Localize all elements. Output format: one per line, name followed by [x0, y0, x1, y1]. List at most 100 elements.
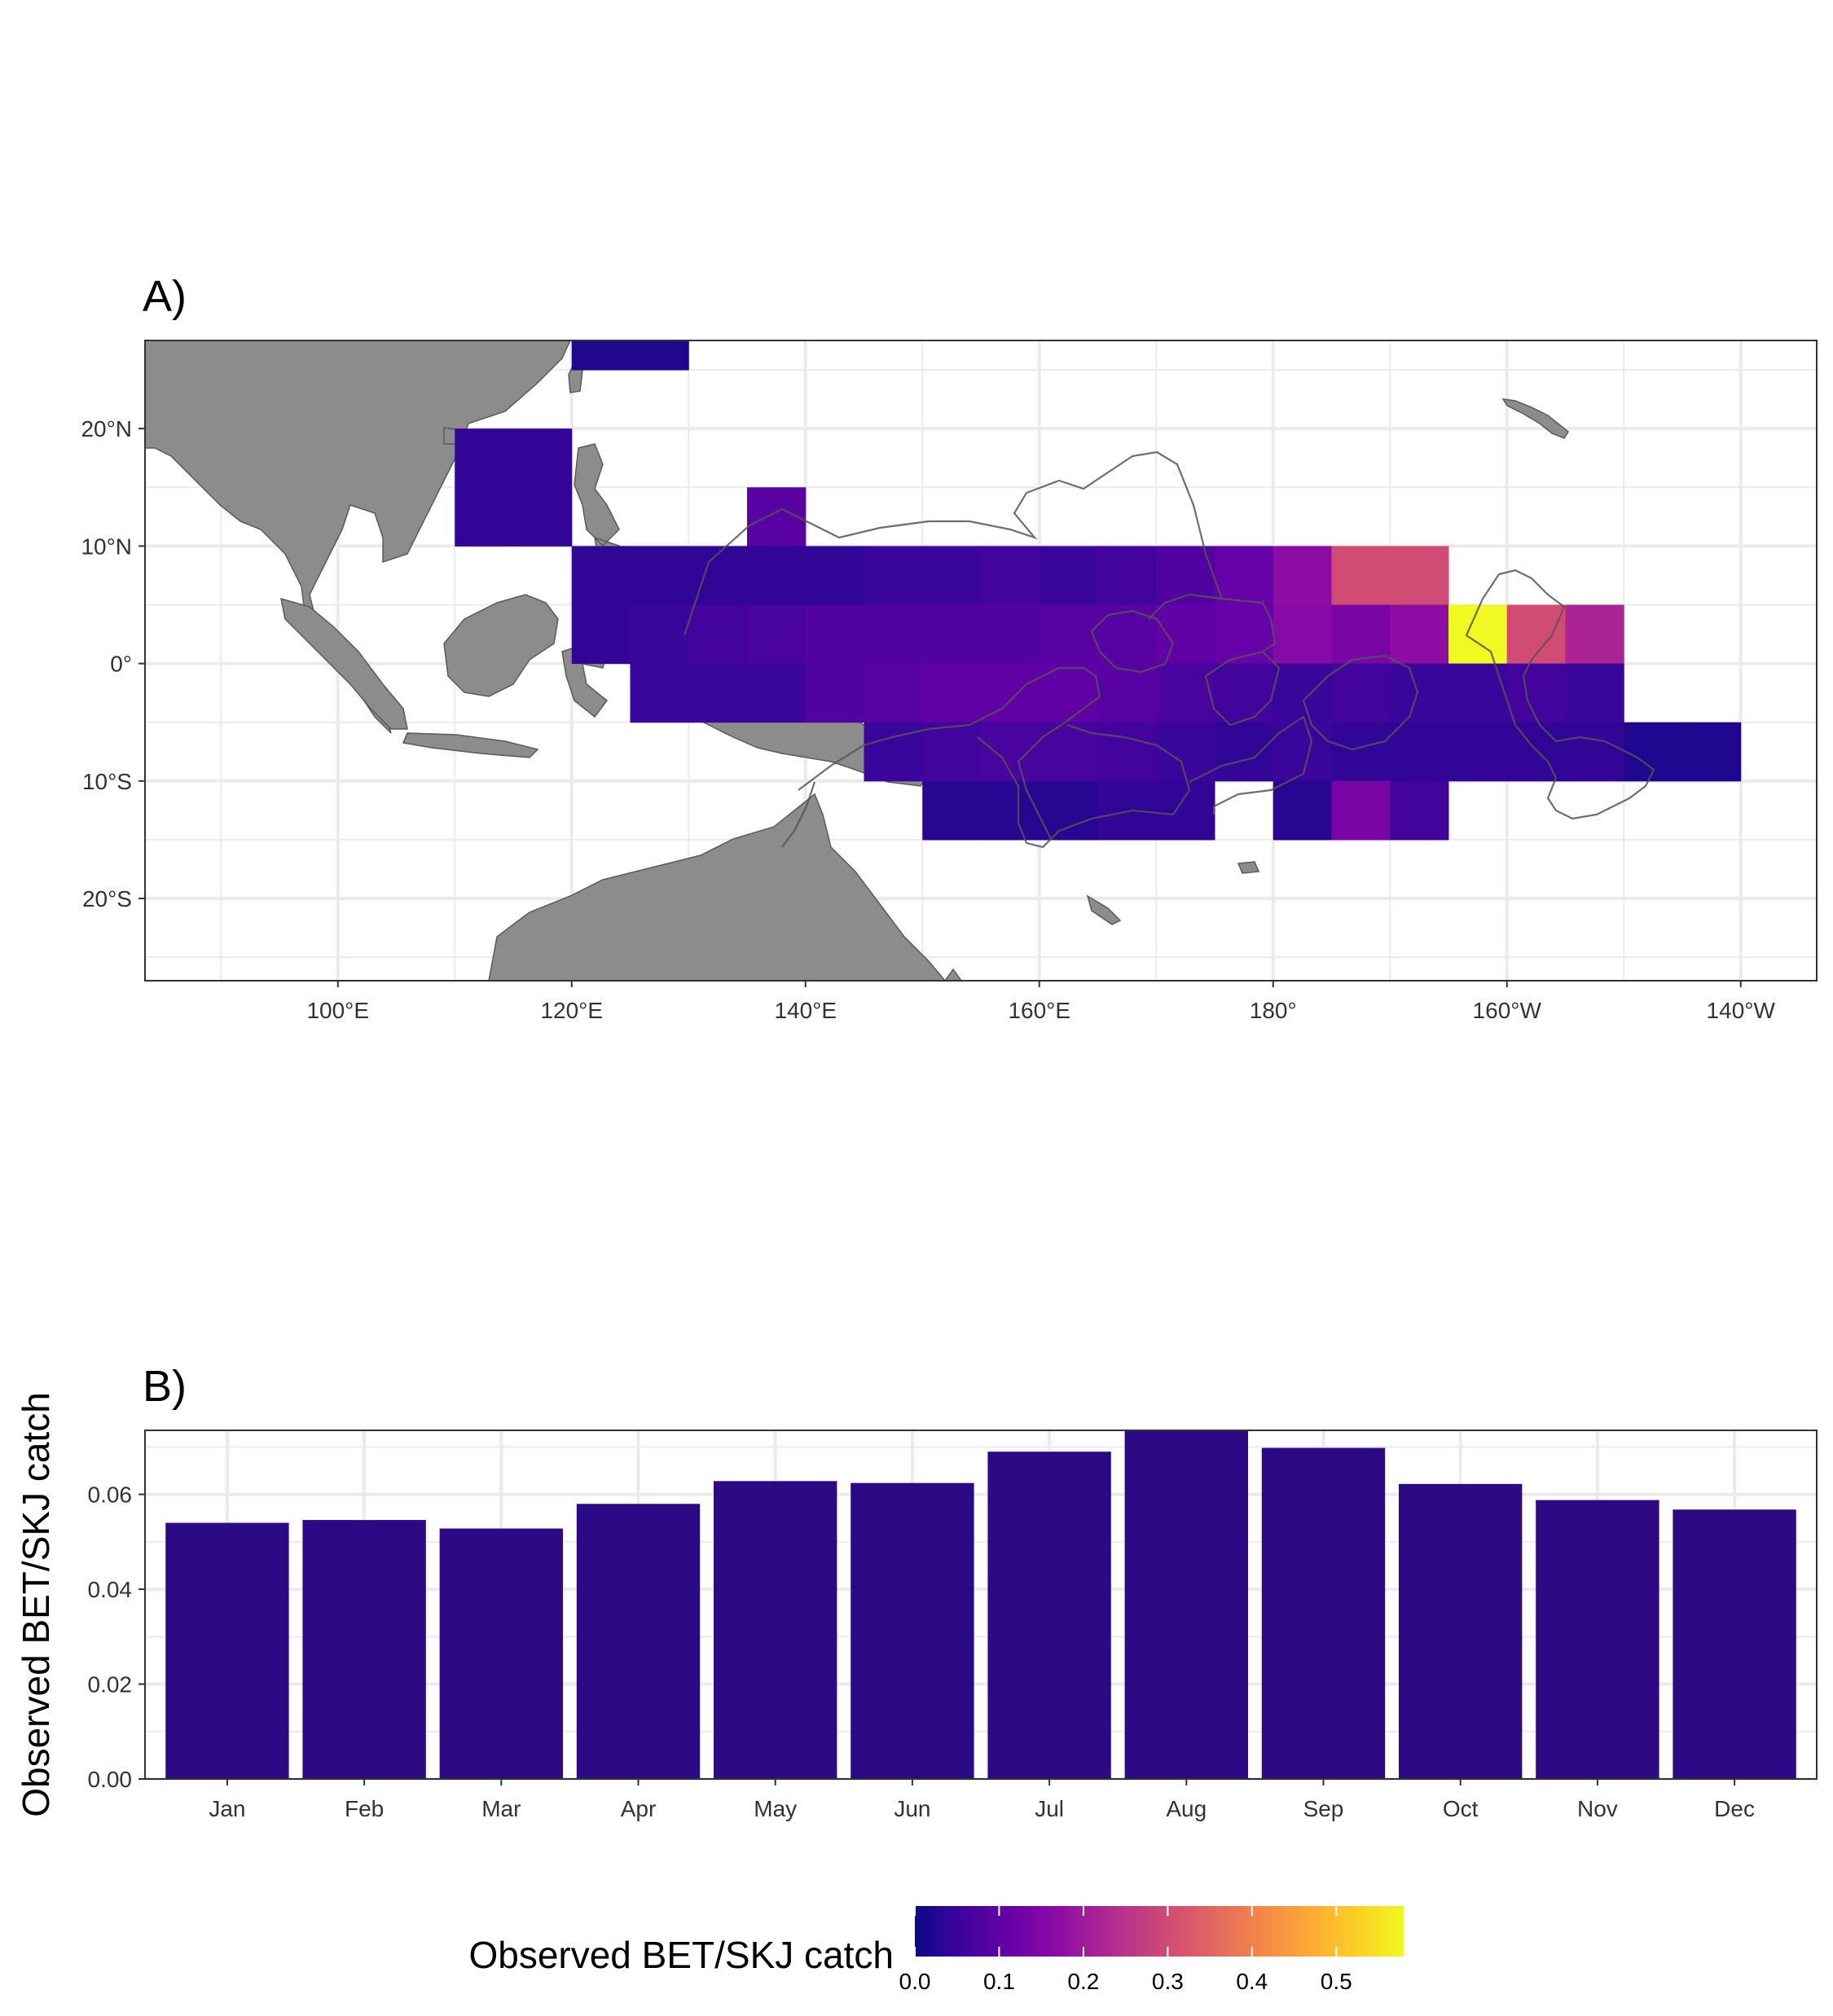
heatmap-cell — [922, 604, 982, 665]
heatmap-cell — [1681, 722, 1742, 782]
heatmap-cell — [981, 780, 1040, 841]
map-x-tick-label: 180° — [1250, 998, 1297, 1023]
heatmap-cell — [513, 487, 573, 547]
panel-b-title: B) — [143, 1362, 187, 1411]
land-borneo — [443, 594, 559, 697]
bar-x-tick-label: Mar — [481, 1796, 521, 1821]
panel-a: A) — [81, 272, 1818, 1023]
heatmap-cell — [1273, 663, 1332, 723]
heatmap-cell — [1331, 604, 1391, 665]
panel-b: B) Jan Feb Mar Apr May Jun Jul Aug Sep Oct Nov Dec … — [15, 1362, 1818, 1821]
bar-sep — [1261, 1447, 1386, 1779]
heatmap-cell — [805, 604, 865, 665]
heatmap-cell — [1331, 663, 1391, 723]
heatmap-cell — [630, 604, 689, 665]
bar-y-tick-label: 0.02 — [88, 1672, 133, 1698]
bar-x-tick-label: Nov — [1577, 1796, 1618, 1821]
bar-x-tick-label: Aug — [1166, 1796, 1207, 1821]
map-y-tick-labels: 20°N 10°N 0° 10°S 20°S — [81, 416, 132, 911]
heatmap-cell — [922, 663, 982, 723]
bar-aug — [1124, 1430, 1248, 1779]
eez-boundaries — [683, 450, 1655, 849]
legend-title: Observed BET/SKJ catch — [468, 1934, 894, 1976]
heatmap-cell — [864, 604, 923, 665]
bar-x-tick-label: May — [754, 1796, 797, 1821]
land-new-zealand-tip — [944, 968, 962, 981]
heatmap-cell — [747, 604, 807, 665]
bar-jun — [851, 1482, 974, 1779]
panel-a-title: A) — [143, 272, 187, 321]
heatmap-cell — [747, 546, 807, 605]
map-panel-border — [144, 340, 1818, 982]
map-x-tick-label: 160°E — [1008, 998, 1070, 1023]
eez-png — [798, 666, 1101, 848]
bar-y-axis-title: Observed BET/SKJ catch — [15, 1392, 57, 1817]
bar-panel-border — [144, 1430, 1818, 1780]
heatmap-cell — [1331, 722, 1391, 782]
heatmap-cell — [981, 663, 1040, 723]
bar-jan — [165, 1522, 289, 1779]
heatmap-cell — [864, 663, 923, 723]
land-australia — [488, 793, 946, 981]
heatmap-cell — [571, 546, 631, 605]
heatmap-cell — [981, 604, 1040, 665]
eez-nauru-kiribati — [1090, 609, 1175, 674]
bar-dec — [1673, 1509, 1796, 1779]
legend-tick-label: 0.0 — [899, 1969, 931, 1994]
heatmap-cell — [1331, 546, 1391, 605]
heatmap-cell — [455, 487, 514, 547]
land-hawaii — [1501, 398, 1569, 439]
land-fiji — [1237, 861, 1260, 874]
land-new-caledonia — [1086, 894, 1122, 925]
heatmap-cell — [1390, 722, 1449, 782]
heatmap-cell — [864, 546, 923, 605]
heatmap-cell — [688, 663, 748, 723]
bar-x-tick-label: Apr — [621, 1796, 657, 1821]
legend-tick-label: 0.5 — [1321, 1969, 1352, 1994]
heatmap-cell — [1156, 780, 1215, 841]
heatmap-cell — [1156, 604, 1215, 665]
eez-line-islands — [1465, 569, 1655, 820]
eez-fiji-tuvalu — [1189, 715, 1313, 815]
heatmap-cell — [805, 546, 865, 605]
heatmap-cell — [1506, 722, 1566, 782]
heatmap-cell — [922, 722, 982, 782]
legend-ticks — [914, 1906, 1338, 1957]
map-y-tick-label: 10°N — [81, 534, 132, 559]
heatmap-cell — [630, 340, 689, 371]
heatmap-cell — [922, 546, 982, 605]
heatmap-cell — [1156, 663, 1215, 723]
heatmap-cell — [1214, 546, 1274, 605]
heatmap-cells — [455, 340, 1742, 841]
map-x-tick-label: 100°E — [306, 998, 369, 1023]
heatmap-cell — [1097, 722, 1157, 782]
bar-x-tick-label: Dec — [1714, 1796, 1755, 1821]
heatmap-cell — [1565, 663, 1624, 723]
heatmap-cell — [571, 604, 631, 665]
legend-tick-label: 0.3 — [1152, 1969, 1184, 1994]
land-java — [402, 732, 539, 758]
heatmap-cell — [1097, 780, 1157, 841]
legend-tick-labels: 0.0 0.1 0.2 0.3 0.4 0.5 — [899, 1969, 1352, 1994]
heatmap-cell — [1565, 604, 1624, 665]
heatmap-cell — [1331, 780, 1391, 841]
map-x-tick-label: 140°W — [1707, 998, 1776, 1023]
heatmap-cell — [1214, 663, 1274, 723]
map-y-tick-label: 10°S — [82, 769, 132, 794]
map-axis-ticks — [138, 428, 1742, 987]
heatmap-cell — [805, 663, 865, 723]
heatmap-cell — [1390, 663, 1449, 723]
bar-y-tick-label: 0.04 — [88, 1577, 133, 1602]
heatmap-cell — [1214, 722, 1274, 782]
bar-y-tick-label: 0.00 — [88, 1767, 133, 1792]
heatmap-cell — [1390, 546, 1449, 605]
heatmap-cell — [630, 663, 689, 723]
heatmap-cell — [1273, 604, 1332, 665]
heatmap-cell — [1097, 546, 1157, 605]
bar-oct — [1399, 1483, 1523, 1779]
heatmap-cell — [1097, 663, 1157, 723]
map-y-tick-label: 20°S — [82, 886, 132, 911]
heatmap-cell — [1039, 780, 1098, 841]
heatmap-cell — [1039, 546, 1098, 605]
